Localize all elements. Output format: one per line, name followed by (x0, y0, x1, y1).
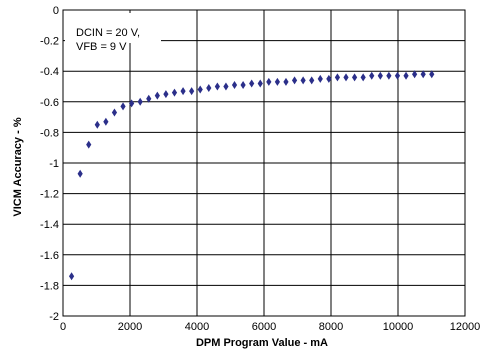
data-point (412, 70, 418, 79)
grid (62, 9, 466, 317)
data-point (309, 76, 315, 85)
data-point (137, 97, 143, 106)
x-tick-label: 0 (60, 321, 66, 333)
data-point (403, 71, 409, 80)
data-point (429, 70, 435, 79)
x-axis-title: DPM Program Value - mA (196, 337, 328, 349)
data-point (394, 71, 401, 80)
data-point (240, 80, 246, 89)
data-point (351, 73, 358, 82)
data-point (420, 70, 426, 79)
data-point (189, 87, 195, 96)
data-point (120, 102, 126, 111)
data-point (231, 80, 238, 89)
x-tick-label: 10000 (383, 321, 414, 333)
data-point (214, 82, 220, 91)
data-point (386, 71, 392, 80)
data-point (154, 91, 160, 100)
annotation-line-2: VFB = 9 V (76, 41, 127, 53)
x-tick-label: 8000 (319, 321, 343, 333)
data-point (206, 84, 212, 93)
x-tick-label: 2000 (118, 321, 142, 333)
data-point (266, 77, 272, 86)
y-tick-label: -1 (49, 158, 59, 170)
x-tick-label: 6000 (252, 321, 276, 333)
y-tick-label: -2 (49, 311, 59, 323)
data-point (171, 88, 178, 97)
data-point (257, 79, 263, 88)
data-point (317, 74, 323, 83)
data-points (68, 70, 435, 281)
y-tick-label: 0 (53, 5, 59, 17)
data-point (360, 73, 366, 82)
annotation-box (65, 13, 161, 43)
y-tick-label: -0.4 (40, 66, 59, 78)
data-point (163, 90, 169, 99)
data-point (86, 140, 92, 149)
plot-frame (62, 9, 466, 317)
data-point (94, 120, 100, 129)
data-point (103, 117, 109, 126)
data-point (343, 73, 349, 82)
data-point (223, 82, 229, 91)
data-point (283, 77, 289, 86)
y-tick-label: -1.4 (40, 219, 59, 231)
data-point (326, 74, 332, 83)
x-tick-label: 4000 (185, 321, 209, 333)
data-point (274, 77, 280, 86)
y-tick-label: -1.8 (40, 280, 59, 292)
y-tick-label: -0.8 (40, 127, 59, 139)
data-point (291, 76, 298, 85)
data-point (369, 71, 375, 80)
data-point (77, 169, 83, 178)
data-point (129, 99, 135, 108)
data-point (68, 272, 75, 281)
y-tick-labels: 0 -0.2 -0.4 -0.6 -0.8 -1 -1.2 -1.4 -1.6 -1.8 -2 (40, 5, 59, 323)
x-tick-labels: 0 2000 4000 6000 8000 10000 12000 (60, 321, 480, 333)
data-point (111, 108, 118, 117)
data-point (180, 87, 186, 96)
y-tick-label: -1.6 (40, 250, 59, 262)
data-point (197, 85, 203, 94)
data-point (249, 79, 255, 88)
data-point (377, 71, 383, 80)
y-tick-label: -0.2 (40, 36, 59, 48)
y-axis-title: VICM Accuracy - % (12, 117, 24, 216)
x-tick-label: 12000 (450, 321, 481, 333)
data-point (334, 73, 341, 82)
data-point (300, 76, 306, 85)
data-point (146, 94, 152, 103)
y-tick-label: -1.2 (40, 189, 59, 201)
y-tick-label: -0.6 (40, 97, 59, 109)
annotation-line-1: DCIN = 20 V, (76, 27, 140, 39)
